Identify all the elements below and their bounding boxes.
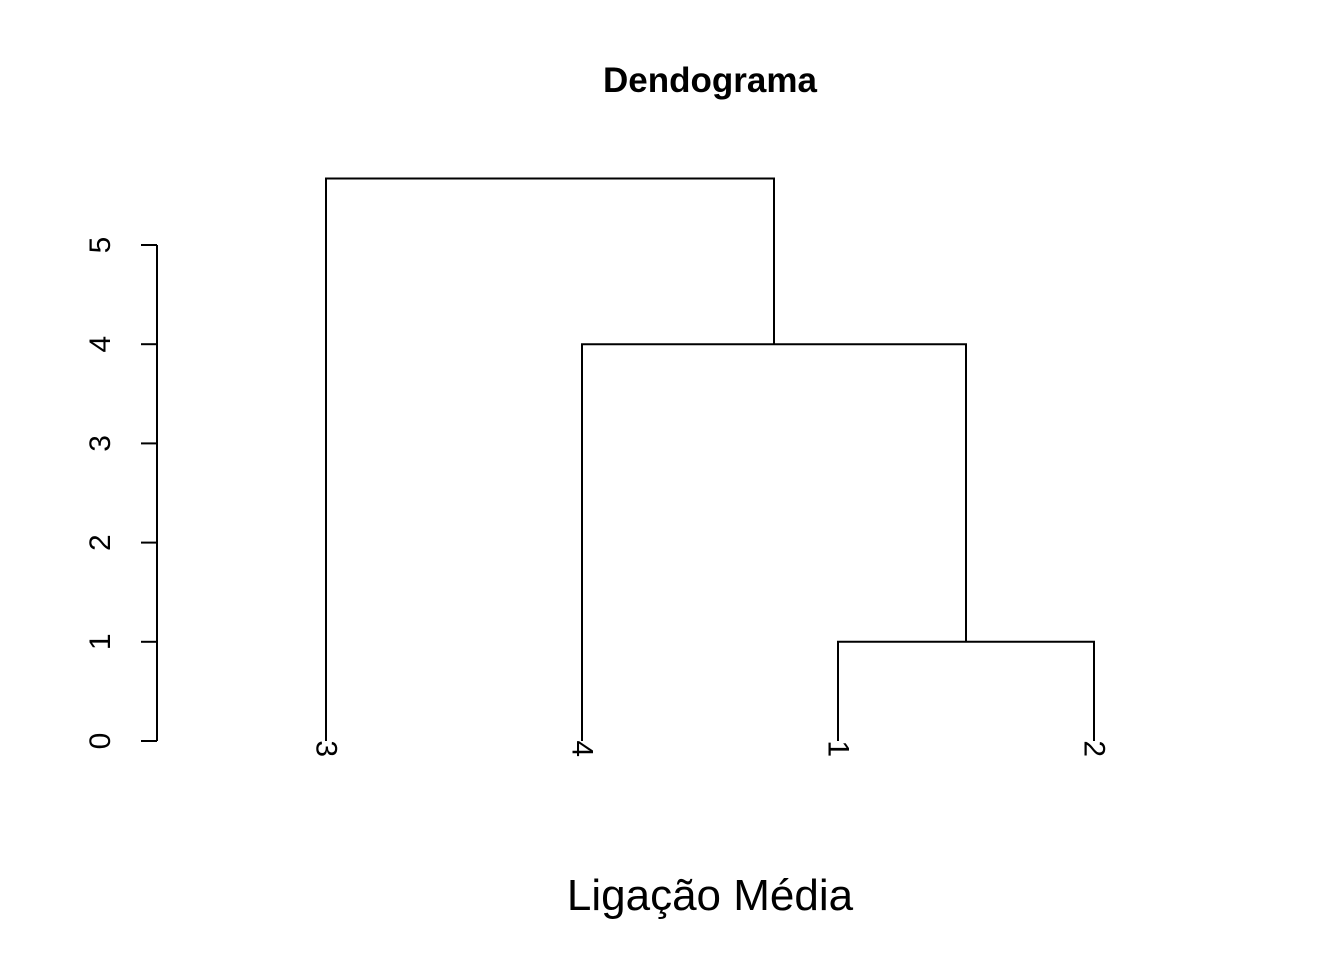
y-axis: 0 1 2 3 4 5 <box>84 237 158 750</box>
dendrogram-link-3 <box>325 177 775 741</box>
leaf-label-1: 1 <box>822 740 855 757</box>
y-tick-label: 4 <box>84 336 117 353</box>
dendrogram-link-1 <box>837 640 1095 741</box>
dendrogram-link-2 <box>581 343 967 741</box>
leaf-labels: 3 4 1 2 <box>310 740 1111 757</box>
y-tick-label: 2 <box>84 534 117 551</box>
leaf-label-3: 3 <box>310 740 343 757</box>
dendrogram-links <box>325 177 1095 741</box>
chart-title: Dendograma <box>603 61 817 100</box>
y-tick-label: 0 <box>84 733 117 750</box>
y-tick-label: 5 <box>84 237 117 254</box>
y-tick-label: 3 <box>84 435 117 452</box>
leaf-label-4: 4 <box>566 740 599 757</box>
leaf-label-2: 2 <box>1078 740 1111 757</box>
y-tick-label: 1 <box>84 633 117 650</box>
x-axis-label: Ligação Média <box>567 871 854 920</box>
